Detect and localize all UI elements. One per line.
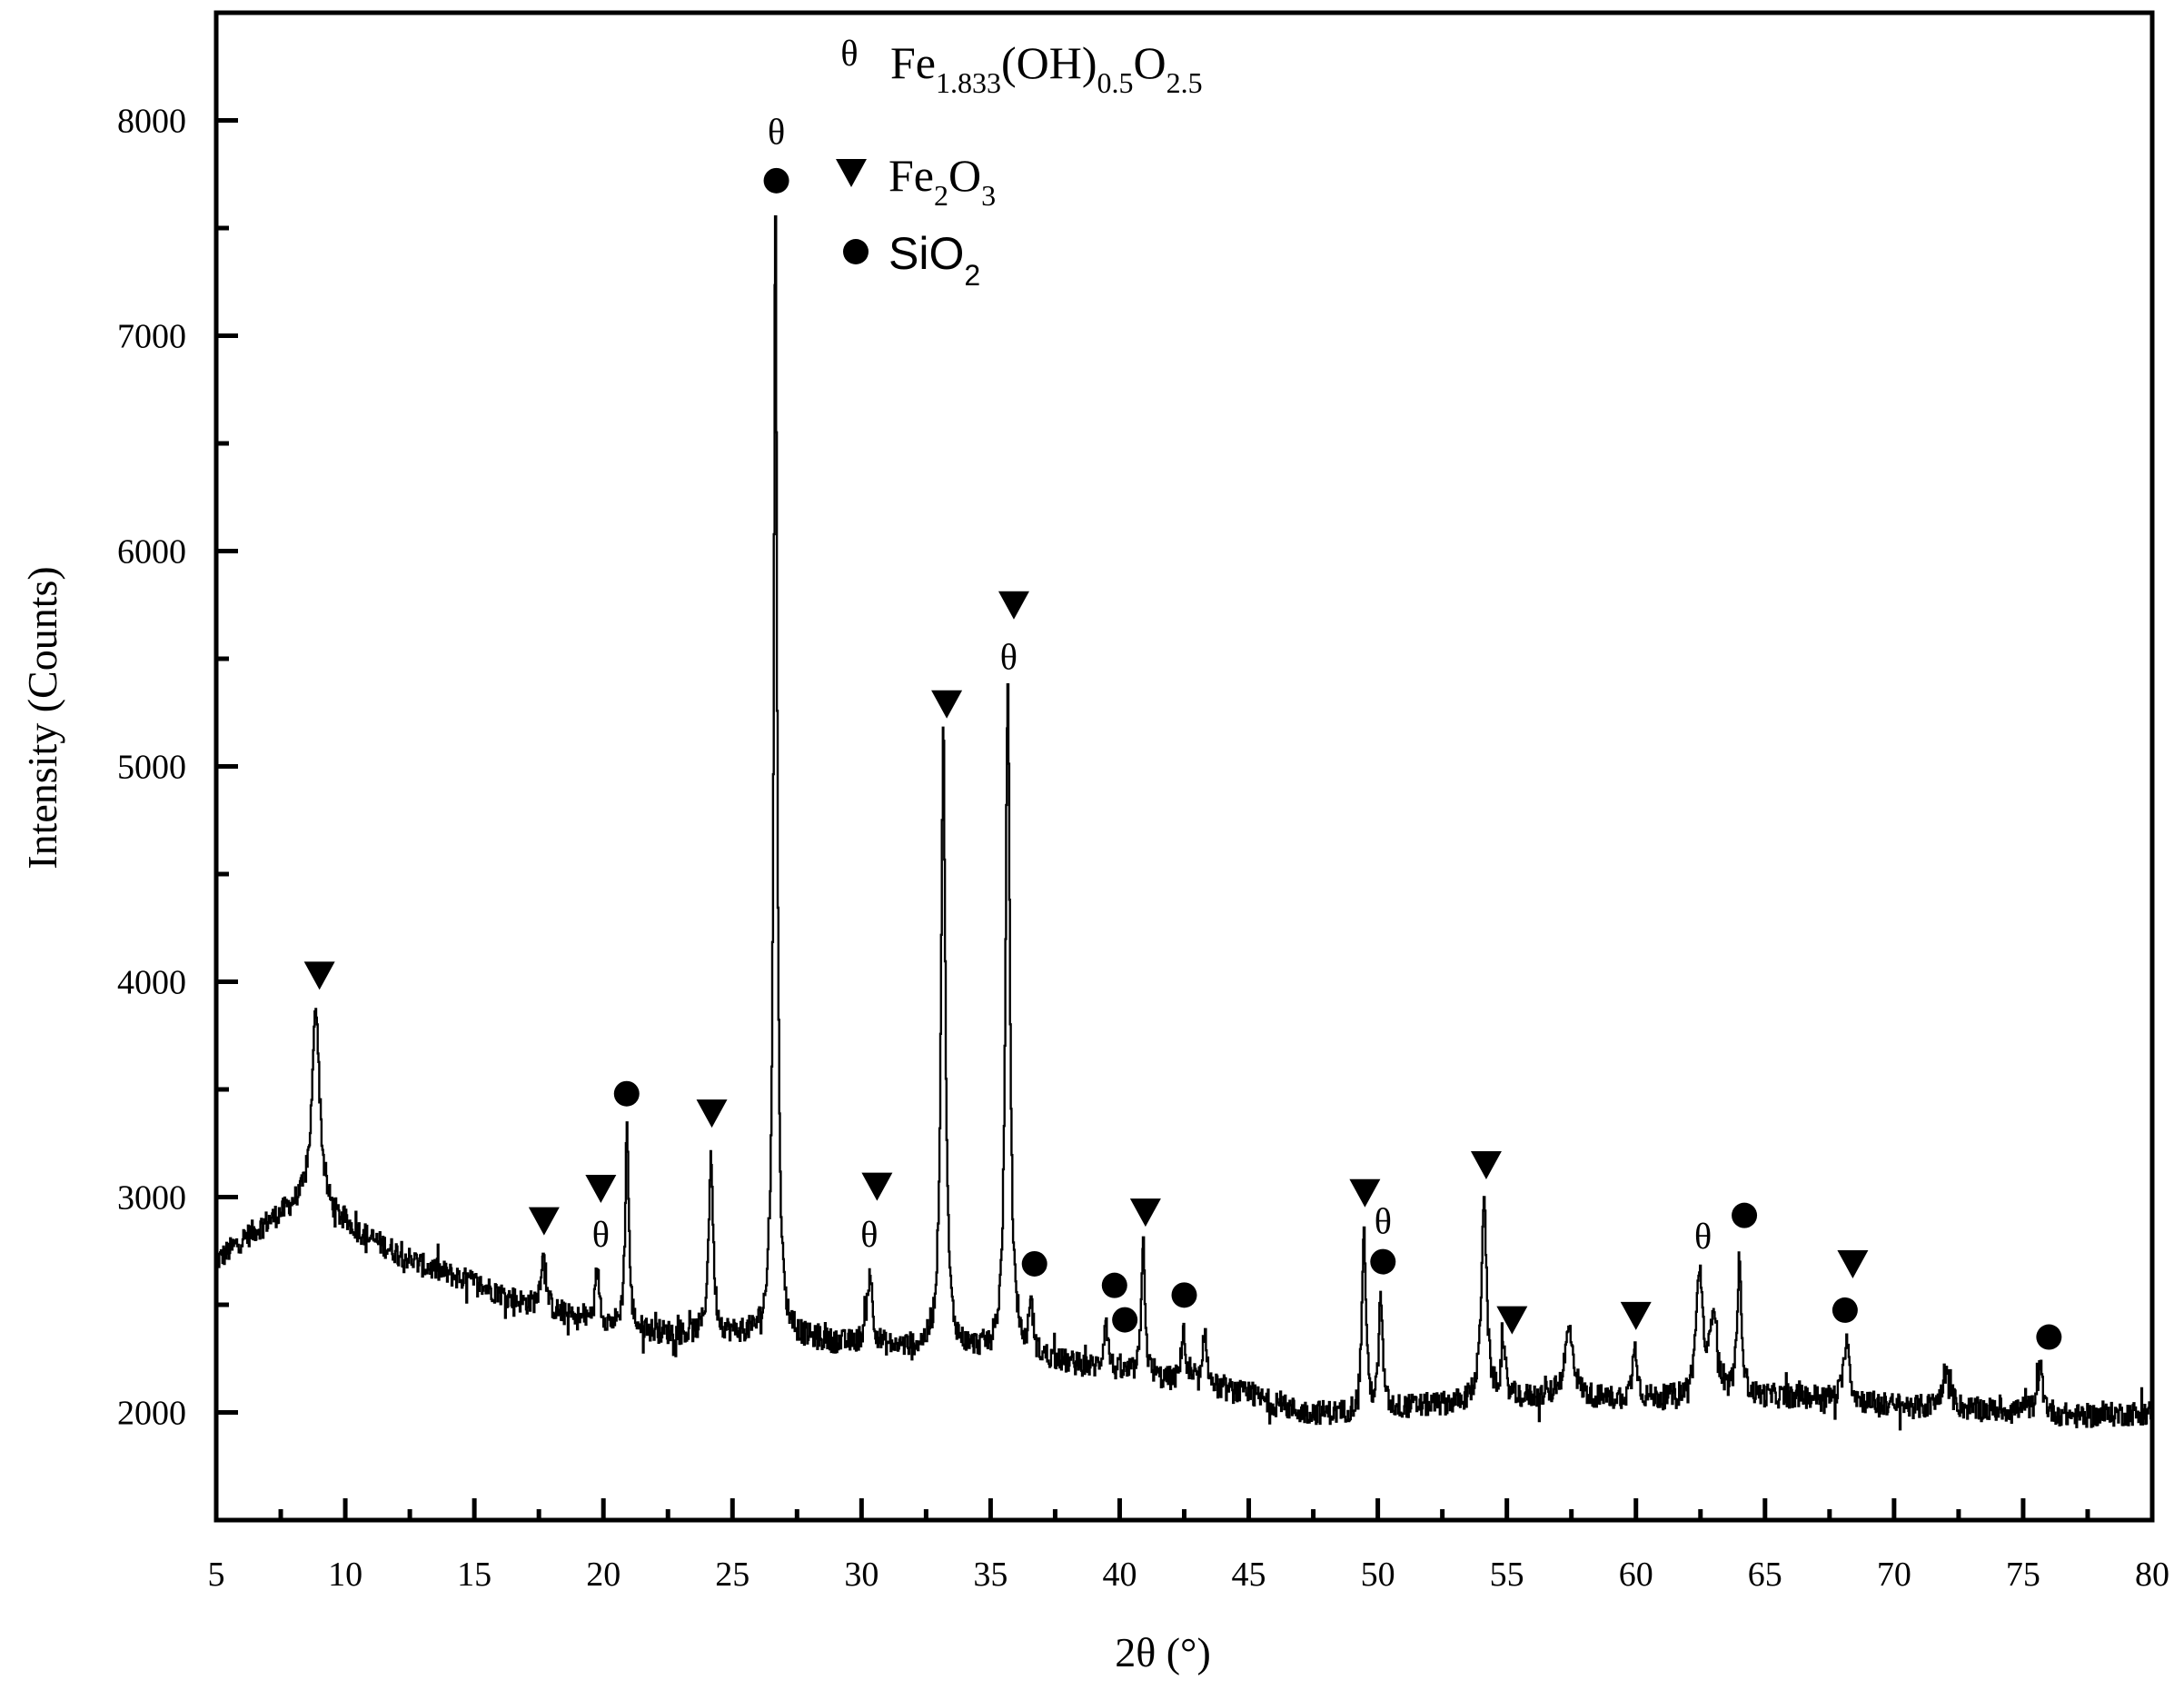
circle-marker-icon xyxy=(1370,1248,1396,1275)
circle-marker-icon-legend xyxy=(843,239,869,264)
plot-area xyxy=(215,215,2153,1431)
x-tick-label: 40 xyxy=(1102,1556,1137,1594)
x-tick-label: 60 xyxy=(1619,1556,1653,1594)
triangle-down-icon xyxy=(696,1099,728,1128)
theta-marker-icon: θ xyxy=(768,111,785,152)
triangle-down-icon xyxy=(1470,1150,1502,1179)
x-tick-label: 45 xyxy=(1232,1556,1266,1594)
y-tick-label: 6000 xyxy=(117,533,186,572)
circle-marker-icon xyxy=(1832,1297,1858,1323)
triangle-down-icon-legend xyxy=(836,159,867,187)
y-tick-label: 5000 xyxy=(117,749,186,787)
theta-marker-icon: θ xyxy=(1694,1216,1712,1257)
triangle-down-icon xyxy=(303,961,335,990)
theta-marker-icon: θ xyxy=(1375,1201,1392,1242)
legend-label-quartz: SiO2 xyxy=(888,228,980,292)
theta-marker-icon: θ xyxy=(592,1214,610,1255)
triangle-down-icon xyxy=(998,591,1029,620)
peak-annotations: θ θ θ θ θ θ xyxy=(303,111,2062,1350)
triangle-down-icon xyxy=(1349,1178,1381,1208)
triangle-down-icon xyxy=(861,1172,893,1201)
circle-marker-icon xyxy=(1732,1202,1758,1228)
y-axis-title: Intensity (Counts) xyxy=(19,566,65,869)
theta-marker-icon: θ xyxy=(860,1214,878,1255)
circle-marker-icon xyxy=(1171,1282,1197,1308)
y-tick-label: 8000 xyxy=(117,103,186,141)
x-tick-label: 20 xyxy=(586,1556,620,1594)
x-tick-label: 15 xyxy=(457,1556,491,1594)
x-tick-label: 5 xyxy=(208,1556,225,1594)
x-tick-label: 65 xyxy=(1748,1556,1782,1594)
circle-marker-icon xyxy=(763,167,789,194)
triangle-down-icon xyxy=(931,690,963,719)
triangle-down-icon xyxy=(1837,1249,1869,1278)
circle-marker-icon xyxy=(1101,1272,1127,1298)
y-axis-ticks: 2000 3000 4000 5000 6000 7000 8000 xyxy=(117,103,238,1433)
x-tick-label: 35 xyxy=(973,1556,1008,1594)
circle-marker-icon xyxy=(613,1080,640,1107)
xrd-trace-line xyxy=(215,215,2153,1431)
triangle-down-icon xyxy=(585,1175,617,1204)
x-tick-label: 70 xyxy=(1877,1556,1911,1594)
triangle-down-icon xyxy=(528,1207,560,1236)
x-axis-ticks: 5 10 15 20 25 30 35 40 45 50 55 60 65 70 75 80 xyxy=(208,1498,2169,1594)
legend-label-hematite: Fe2O3 xyxy=(888,150,996,212)
triangle-down-icon xyxy=(1129,1198,1161,1228)
x-tick-label: 75 xyxy=(2006,1556,2040,1594)
y-tick-label: 7000 xyxy=(117,318,186,356)
x-tick-label: 25 xyxy=(715,1556,750,1594)
x-tick-label: 55 xyxy=(1490,1556,1524,1594)
x-tick-label: 30 xyxy=(844,1556,879,1594)
y-tick-label: 2000 xyxy=(117,1395,186,1433)
triangle-down-icon xyxy=(1620,1301,1652,1330)
circle-marker-icon xyxy=(1112,1307,1138,1333)
x-tick-label: 10 xyxy=(328,1556,362,1594)
theta-marker-icon: θ xyxy=(1000,637,1018,678)
legend-theta-icon: θ xyxy=(840,33,858,74)
circle-marker-icon xyxy=(2036,1324,2062,1350)
legend: θ Fe1.833(OH)0.5O2.5 Fe2O3 SiO2 xyxy=(836,33,1203,292)
x-tick-label: 50 xyxy=(1361,1556,1395,1594)
y-tick-label: 4000 xyxy=(117,964,186,1002)
x-axis-title: 2θ (°) xyxy=(1115,1629,1211,1675)
triangle-down-icon xyxy=(1496,1306,1528,1335)
y-tick-label: 3000 xyxy=(117,1179,186,1218)
circle-marker-icon xyxy=(1021,1250,1047,1277)
legend-label-goethite: Fe1.833(OH)0.5O2.5 xyxy=(890,37,1203,99)
x-tick-label: 80 xyxy=(2135,1556,2169,1594)
